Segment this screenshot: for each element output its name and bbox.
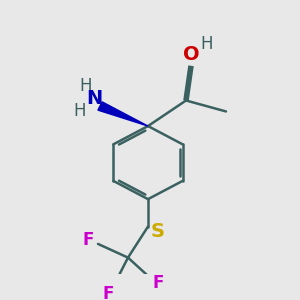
Text: N: N: [86, 89, 102, 108]
Text: F: F: [102, 285, 114, 300]
Text: H: H: [80, 77, 92, 95]
Text: O: O: [183, 45, 199, 64]
Text: F: F: [152, 274, 164, 292]
Text: F: F: [82, 231, 94, 249]
Text: S: S: [151, 222, 165, 241]
Text: H: H: [201, 35, 213, 53]
Text: H: H: [74, 101, 86, 119]
Polygon shape: [98, 102, 148, 126]
